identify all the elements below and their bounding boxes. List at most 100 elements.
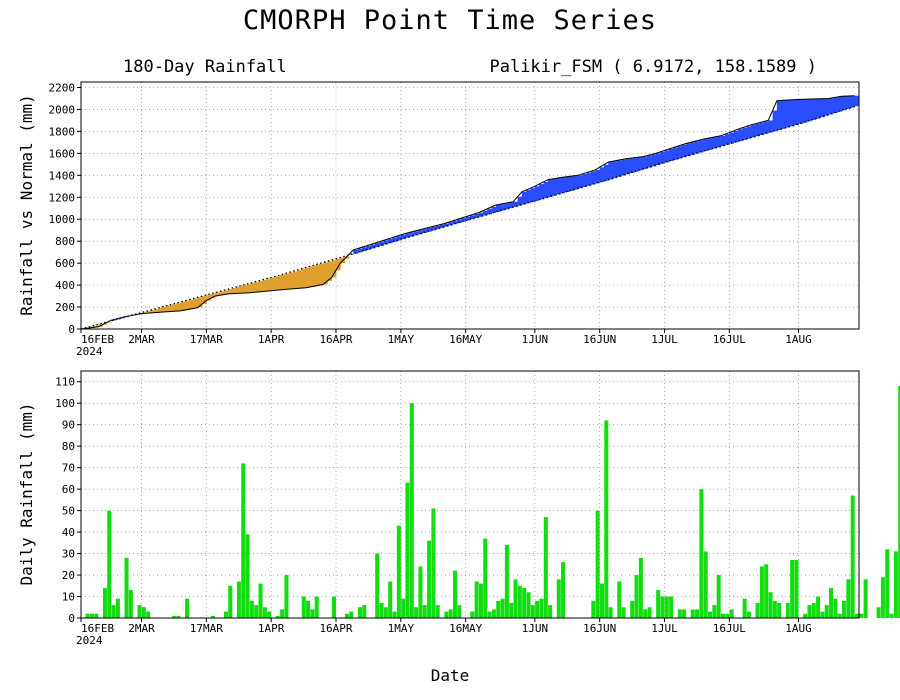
surplus-fill (608, 162, 614, 180)
daily-rainfall-bar (829, 587, 834, 618)
surplus-fill (703, 139, 709, 152)
surplus-fill (111, 320, 116, 321)
deficit-fill (223, 290, 229, 295)
daily-rainfall-bar (816, 596, 821, 618)
daily-rainfall-bar (344, 613, 349, 618)
daily-rainfall-bar (504, 544, 509, 618)
x-axis-label: Date (431, 666, 470, 685)
y-tick-label: 200 (55, 301, 75, 314)
deficit-fill (288, 272, 294, 290)
top-panel-right-title: Palikir_FSM ( 6.9172, 158.1589 ) (489, 57, 817, 77)
daily-rainfall-bar (379, 602, 384, 618)
daily-rainfall-bar (249, 600, 254, 618)
daily-rainfall-bar (487, 611, 492, 618)
surplus-fill (465, 216, 471, 221)
y-tick-label: 90 (62, 419, 75, 432)
x-tick-label: 1JUL (651, 333, 678, 346)
deficit-fill (154, 309, 160, 313)
surplus-fill (474, 214, 480, 218)
surplus-fill (422, 229, 428, 233)
daily-rainfall-bar (530, 605, 535, 618)
surplus-fill (431, 226, 436, 231)
surplus-fill (357, 248, 363, 253)
x-tick-label: 16APR (319, 622, 352, 635)
surplus-fill (547, 179, 553, 197)
surplus-fill (439, 224, 445, 228)
daily-rainfall-bar (854, 613, 859, 618)
surplus-fill (660, 151, 665, 164)
daily-rainfall-bar (522, 587, 527, 618)
surplus-fill (690, 142, 696, 155)
surplus-fill (833, 97, 838, 114)
daily-rainfall-bar (124, 557, 129, 618)
daily-rainfall-bar (677, 609, 682, 618)
deficit-fill (197, 297, 203, 308)
x-tick-label: 2MAR (128, 622, 155, 635)
daily-rainfall-bar (496, 600, 501, 618)
surplus-fill (491, 206, 497, 214)
x-tick-label: 16FEB (81, 333, 114, 346)
surplus-fill (668, 148, 674, 162)
daily-rainfall-bar (755, 602, 760, 618)
daily-rainfall-bar (375, 553, 380, 618)
deficit-fill (93, 325, 99, 328)
y-tick-label: 1800 (49, 125, 76, 138)
daily-rainfall-bar (690, 609, 695, 618)
deficit-fill (266, 278, 272, 292)
surplus-fill (768, 120, 773, 133)
x-tick-label: 1AUG (785, 622, 812, 635)
daily-rainfall-bar (526, 592, 531, 618)
x-tick-label: 16APR (319, 333, 352, 346)
top-panel-left-title: 180-Day Rainfall (123, 57, 287, 77)
surplus-fill (556, 178, 562, 195)
surplus-fill (789, 99, 795, 127)
daily-rainfall-bar (89, 613, 94, 618)
surplus-fill (621, 159, 626, 176)
deficit-fill (344, 256, 350, 259)
surplus-fill (448, 222, 454, 226)
deficit-fill (262, 279, 268, 292)
daily-rainfall-bar (362, 605, 367, 618)
surplus-fill (746, 126, 752, 139)
daily-rainfall-bar (850, 495, 855, 618)
daily-rainfall-bar (427, 540, 432, 618)
surplus-fill (426, 228, 432, 232)
daily-rainfall-bar (725, 613, 730, 618)
x-year-label: 2024 (76, 345, 103, 358)
y-tick-label: 80 (62, 440, 75, 453)
daily-rainfall-bar (422, 605, 427, 618)
surplus-fill (742, 127, 748, 140)
daily-rainfall-bar (772, 600, 777, 618)
daily-rainfall-bar (682, 609, 687, 618)
daily-rainfall-bar (820, 611, 825, 618)
daily-rainfall-bar (310, 609, 315, 618)
surplus-fill (539, 184, 544, 200)
daily-rainfall-bar (349, 611, 354, 618)
daily-rainfall-bar (483, 538, 488, 618)
deficit-fill (167, 305, 173, 312)
daily-rainfall-bar (517, 585, 522, 618)
daily-rainfall-bar (435, 605, 440, 618)
surplus-fill (776, 100, 782, 131)
deficit-fill (271, 277, 276, 291)
surplus-fill (763, 121, 769, 134)
daily-rainfall-bar (176, 615, 181, 618)
surplus-fill (521, 191, 527, 205)
surplus-fill (569, 176, 575, 191)
surplus-fill (846, 96, 851, 109)
deficit-fill (258, 280, 263, 292)
y-tick-label: 1200 (49, 191, 76, 204)
daily-rainfall-bar (258, 583, 263, 618)
surplus-fill (686, 143, 691, 157)
daily-rainfall-bar (889, 613, 894, 618)
surplus-fill (785, 100, 791, 128)
deficit-fill (184, 300, 190, 311)
y-tick-label: 0 (68, 612, 75, 625)
x-tick-label: 17MAR (190, 333, 223, 346)
daily-rainfall-bar (414, 607, 419, 618)
deficit-fill (305, 267, 311, 288)
surplus-fill (802, 99, 808, 123)
surplus-fill (478, 212, 484, 217)
surplus-fill (370, 244, 376, 249)
deficit-fill (245, 284, 250, 293)
